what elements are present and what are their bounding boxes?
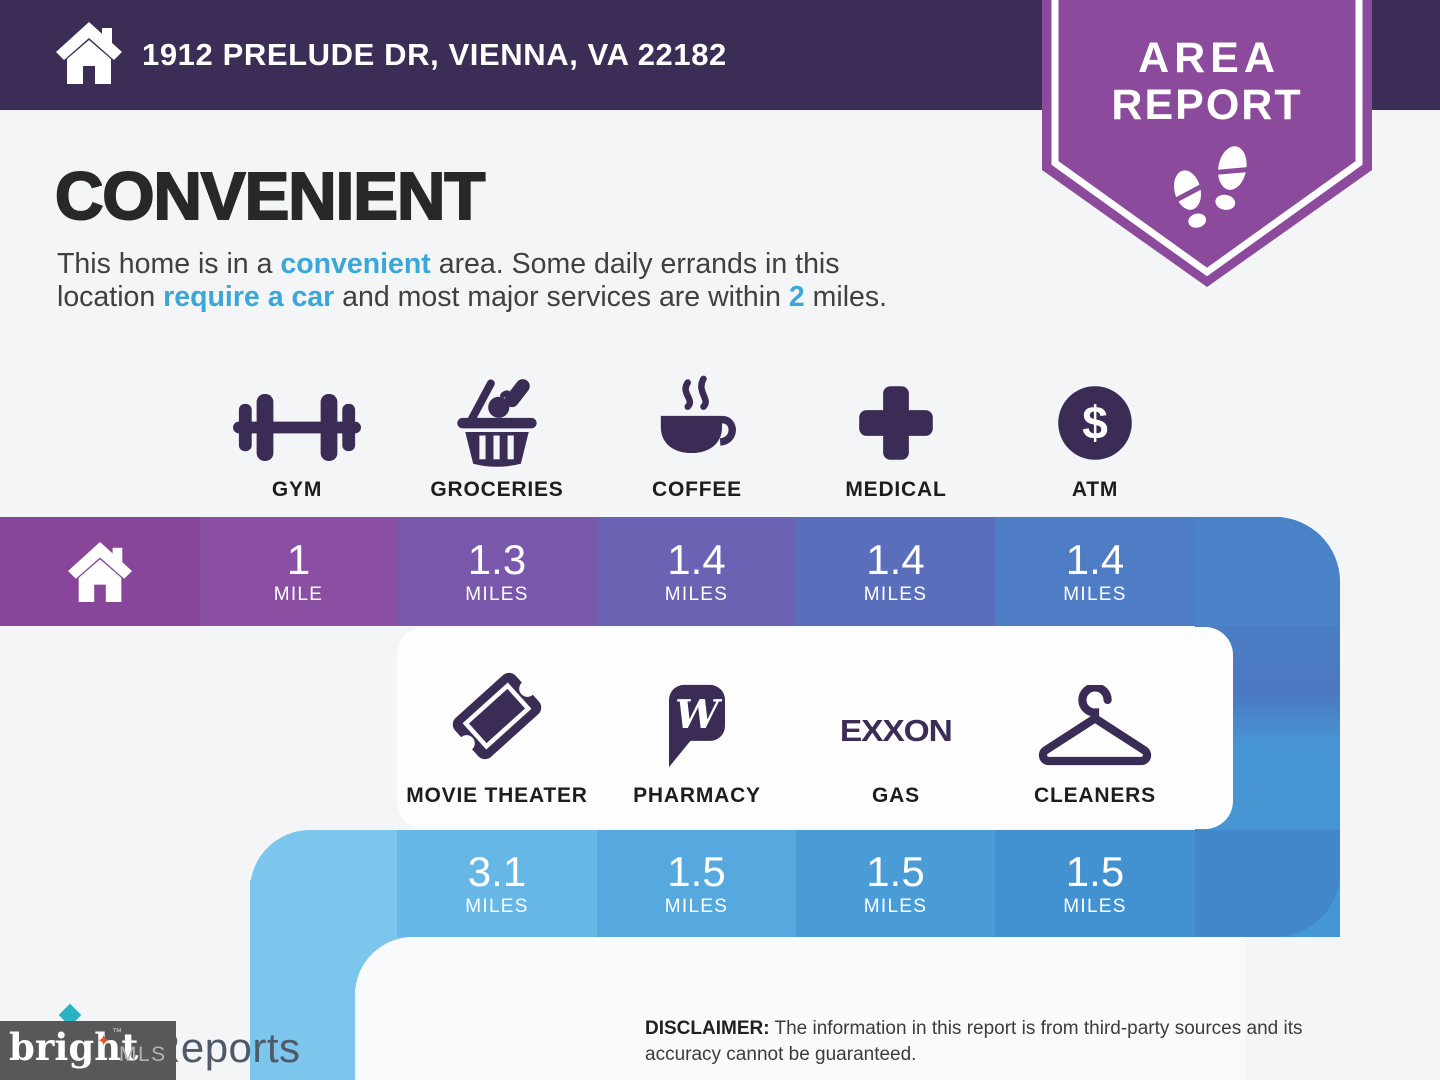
bar1-end-cap — [1195, 517, 1340, 626]
walgreens-w-glyph: W — [675, 692, 723, 738]
distance-cell-gym: 1 MILE — [200, 517, 397, 626]
home-cell — [0, 517, 200, 626]
home-icon — [68, 541, 132, 602]
bar2-end-cap — [1195, 830, 1340, 937]
amenity-label: CLEANERS — [1034, 784, 1156, 807]
area-report-badge: AREA REPORT — [1042, 0, 1372, 287]
footprints-icon — [1174, 146, 1248, 228]
amenity-label: GROCERIES — [430, 478, 564, 501]
intro-paragraph: This home is in a convenient area. Some … — [57, 248, 888, 313]
dollar-circle-icon: $ — [1058, 386, 1132, 460]
distance-cell-movie-theater: 3.1 MILES — [397, 830, 597, 937]
bottom-white-card — [355, 937, 1245, 1080]
amenity-label: GAS — [872, 784, 920, 807]
amenity-groceries: GROCERIES — [397, 372, 597, 502]
amenity-label: ATM — [1071, 478, 1119, 501]
distance-cell-gas: 1.5 MILES — [796, 830, 995, 937]
distance-cell-pharmacy: 1.5 MILES — [597, 830, 796, 937]
coffee-cup-icon — [660, 375, 736, 454]
amenity-movie-theater: MOVIE THEATER — [397, 655, 597, 808]
brightmls-logo: bright — [9, 1025, 139, 1069]
amenity-label: MEDICAL — [845, 478, 947, 501]
amenity-pharmacy: W PHARMACY — [597, 655, 797, 808]
distance-cell-groceries: 1.3 MILES — [397, 517, 597, 626]
dumbbell-icon — [233, 394, 361, 461]
ticket-icon — [452, 672, 542, 760]
page-title: CONVENIENT — [54, 158, 486, 235]
exxon-logo: EXXON — [840, 713, 953, 748]
highlight-convenient: convenient — [280, 248, 431, 280]
amenity-cleaners: CLEANERS — [995, 655, 1195, 808]
brightmls-logo-box: bright ✦ ™ MLS — [0, 1021, 176, 1080]
distance-cell-coffee: 1.4 MILES — [597, 517, 796, 626]
amenity-atm: $ ATM — [995, 372, 1195, 502]
badge-line1: AREA — [1138, 34, 1280, 82]
property-address: 1912 PRELUDE DR, VIENNA, VA 22182 — [142, 37, 727, 72]
disclaimer-label: DISCLAIMER: — [645, 1018, 770, 1039]
amenity-medical: MEDICAL — [796, 372, 996, 502]
intro-text: This home is in a — [57, 248, 281, 280]
hanger-icon — [1038, 685, 1152, 766]
amenity-label: MOVIE THEATER — [406, 784, 588, 807]
highlight-require-a-car: require a car — [163, 281, 335, 313]
amenity-label: COFFEE — [652, 478, 742, 501]
amenity-label: GYM — [271, 478, 323, 501]
dollar-glyph: $ — [1082, 397, 1108, 449]
walgreens-icon: W — [669, 684, 725, 768]
amenity-label: PHARMACY — [633, 784, 761, 807]
distance-cell-cleaners: 1.5 MILES — [995, 830, 1195, 937]
badge-line2: REPORT — [1111, 81, 1302, 129]
brightmls-suffix: MLS — [119, 1043, 167, 1066]
grocery-basket-icon — [457, 379, 537, 467]
star-icon: ✦ — [97, 1033, 111, 1050]
amenity-coffee: COFFEE — [597, 372, 797, 502]
distance-bar-row2: 3.1 MILES 1.5 MILES 1.5 MILES 1.5 MILES — [250, 830, 1340, 937]
disclaimer: DISCLAIMER: The information in this repo… — [645, 1018, 1303, 1065]
home-icon — [56, 22, 122, 84]
distance-cell-medical: 1.4 MILES — [796, 517, 995, 626]
distance-bar-row1: 1 MILE 1.3 MILES 1.4 MILES 1.4 MILES 1.4… — [0, 517, 1340, 626]
distance-cell-atm: 1.4 MILES — [995, 517, 1195, 626]
row2-white-card — [397, 627, 1233, 829]
amenity-gym: GYM — [197, 372, 397, 502]
bar2-corner-cell — [250, 830, 397, 937]
amenity-gas: EXXON GAS — [796, 655, 996, 808]
medical-cross-icon — [859, 386, 933, 460]
highlight-2: 2 — [788, 281, 805, 313]
trademark-symbol: ™ — [112, 1027, 122, 1038]
